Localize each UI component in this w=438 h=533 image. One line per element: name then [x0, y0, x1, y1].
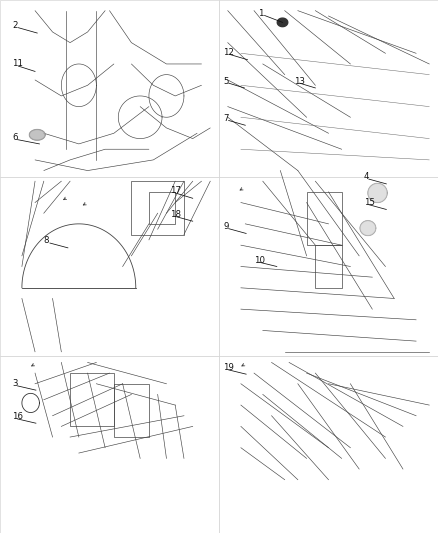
Bar [219, 177, 438, 356]
Bar [70, 373, 114, 426]
Bar [131, 181, 184, 235]
Text: 16: 16 [12, 413, 23, 421]
Text: 10: 10 [254, 256, 265, 264]
Bar [315, 245, 342, 288]
Text: 17: 17 [170, 187, 181, 195]
Text: 11: 11 [12, 60, 23, 68]
Text: 18: 18 [170, 210, 181, 219]
Polygon shape [368, 183, 387, 203]
Bar [307, 192, 342, 245]
Bar [0, 0, 219, 177]
Bar [0, 356, 219, 533]
Text: 13: 13 [294, 77, 305, 85]
Bar [219, 356, 438, 533]
Text: 2: 2 [12, 21, 18, 30]
Text: 15: 15 [364, 198, 374, 207]
Text: 8: 8 [44, 237, 49, 245]
Polygon shape [29, 130, 45, 140]
Bar [114, 384, 149, 437]
Polygon shape [360, 221, 376, 236]
Text: 1: 1 [258, 9, 264, 18]
Text: 7: 7 [223, 114, 229, 123]
Text: 9: 9 [223, 222, 229, 231]
Text: 4: 4 [364, 173, 369, 181]
Text: 12: 12 [223, 48, 234, 56]
Bar [0, 177, 219, 356]
Bar [219, 0, 438, 177]
Polygon shape [277, 18, 288, 27]
Text: 19: 19 [223, 364, 234, 372]
Text: 3: 3 [12, 379, 18, 388]
Bar [149, 192, 175, 224]
Text: 6: 6 [12, 133, 18, 142]
Text: 5: 5 [223, 77, 229, 85]
